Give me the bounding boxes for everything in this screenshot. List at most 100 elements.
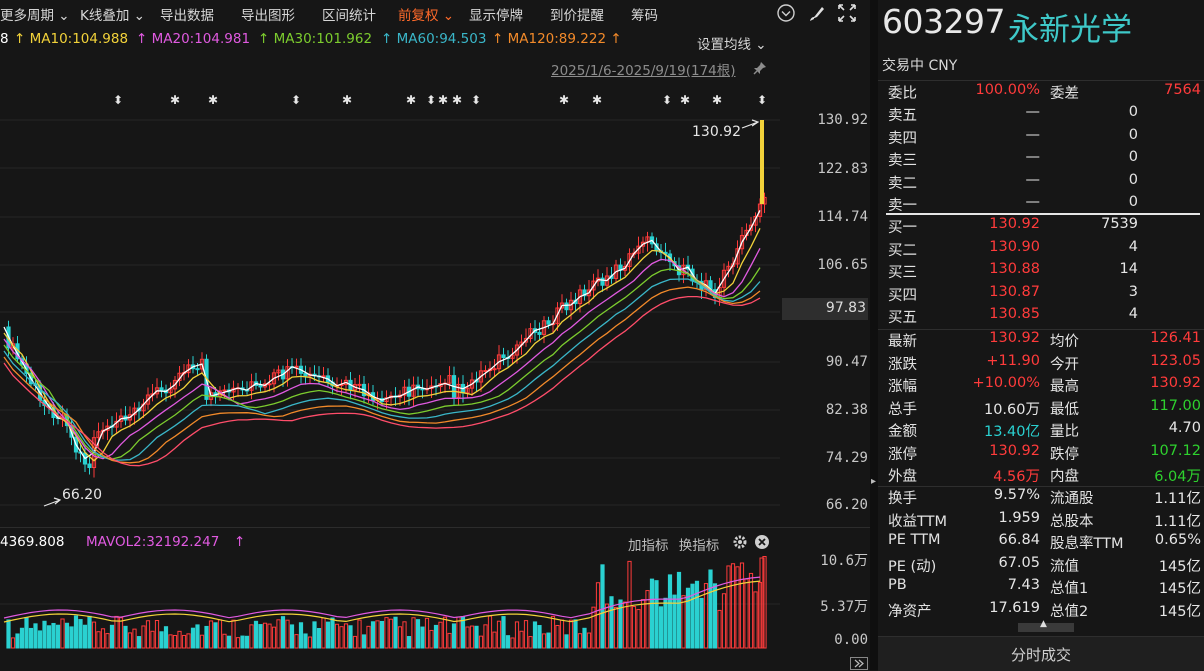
brush-icon[interactable] xyxy=(806,2,828,24)
volume-bar xyxy=(141,625,146,649)
volume-bar xyxy=(330,617,335,649)
volume-bar xyxy=(424,617,430,649)
fullscreen-icon[interactable] xyxy=(836,2,858,24)
volume-bar xyxy=(690,583,695,649)
candle-body xyxy=(748,224,754,231)
toolbar-kline-overlay[interactable]: K线叠加 ⌄ xyxy=(80,8,145,24)
close-icon[interactable] xyxy=(754,534,770,550)
candle-body xyxy=(402,386,407,396)
date-range-label[interactable]: 2025/1/6-2025/9/19(174根) xyxy=(551,63,736,79)
stat-row-k1: 外盘 xyxy=(888,469,917,485)
fund-row: PE (动) 67.05 流值 145亿 xyxy=(878,555,1204,577)
candle-body xyxy=(465,387,470,394)
volume-bar xyxy=(195,624,200,649)
fund-row-v2: 0.65% xyxy=(1154,532,1201,548)
volume-bar xyxy=(699,597,704,649)
stat-row-k2: 均价 xyxy=(1050,334,1079,350)
ask-row-v1: — xyxy=(1025,104,1041,120)
ask-row: 卖五 — 0 xyxy=(878,104,1204,126)
volume-bar xyxy=(87,615,92,649)
volume-bar xyxy=(217,619,223,649)
candle-body xyxy=(582,289,587,297)
event-marker: ✱ xyxy=(342,93,352,107)
event-marker: ✱ xyxy=(559,93,569,107)
panel-splitter[interactable] xyxy=(870,0,878,670)
toolbar-show-suspension[interactable]: 显示停牌 xyxy=(469,8,523,24)
toolbar-more-periods[interactable]: 更多周期 ⌄ xyxy=(0,8,70,24)
event-marker: ⬍ xyxy=(757,93,767,107)
volume-bar xyxy=(447,632,452,649)
toolbar-export-graph[interactable]: 导出图形 xyxy=(241,8,295,24)
volume-chart[interactable] xyxy=(0,530,780,670)
volume-bar xyxy=(483,624,488,649)
collapse-right-icon[interactable]: ▸ xyxy=(871,476,877,487)
ma-line xyxy=(3,286,761,464)
stat-row-k2: 跌停 xyxy=(1050,446,1079,463)
toolbar-chips[interactable]: 筹码 xyxy=(631,8,658,24)
collapse-toggle[interactable]: ▲ xyxy=(1018,619,1074,632)
volume-bar xyxy=(240,635,245,649)
toolbar-export-data[interactable]: 导出数据 xyxy=(160,8,214,24)
event-marker: ✱ xyxy=(712,93,722,107)
volume-bar xyxy=(321,617,326,649)
toolbar-price-alert[interactable]: 到价提醒 xyxy=(550,8,604,24)
add-indicator-button[interactable]: 加指标 xyxy=(628,538,669,554)
volume-bar xyxy=(685,587,691,649)
stat-row-k1: 涨跌 xyxy=(888,356,917,373)
scroll-right-icon[interactable] xyxy=(850,657,868,670)
volume-bar xyxy=(357,619,362,649)
volume-bar xyxy=(496,620,502,649)
candle-body xyxy=(159,387,164,391)
candle-body xyxy=(357,383,362,386)
ma5-value: 8 xyxy=(0,31,9,47)
volume-tick: 10.6万 xyxy=(820,553,868,569)
candle-body xyxy=(546,320,551,325)
ma-settings-button[interactable]: 设置均线 ⌄ xyxy=(697,37,767,53)
stat-row-v2: 117.00 xyxy=(1150,397,1201,414)
gear-icon[interactable] xyxy=(732,534,748,550)
price-tick: 90.47 xyxy=(825,354,868,370)
candle-body xyxy=(195,368,200,371)
bid-row: 买二 130.90 4 xyxy=(878,239,1204,261)
volume-bar xyxy=(6,619,11,649)
volume-bar xyxy=(726,565,731,649)
low-annotation: 66.20 xyxy=(62,487,103,503)
event-marker: ✱ xyxy=(680,93,690,107)
volume-bar xyxy=(442,616,448,649)
fund-row-v1: 66.84 xyxy=(998,532,1040,548)
ask-row-k1: 卖一 xyxy=(888,198,917,214)
ask-row: 卖二 — 0 xyxy=(878,172,1204,194)
stat-row-v2: 107.12 xyxy=(1150,442,1201,459)
toolbar-forward-adjust[interactable]: 前复权 ⌄ xyxy=(398,8,455,24)
tick-trades-button[interactable]: 分时成交 xyxy=(878,636,1204,671)
chevron-circle-icon[interactable] xyxy=(775,2,797,24)
fund-row-v1: 67.05 xyxy=(998,554,1040,571)
ma120-value: ↑ MA120:89.222 ↑ xyxy=(492,31,622,47)
volume-bar xyxy=(334,623,340,649)
high-annotation: 130.92 xyxy=(692,124,741,140)
high-arrow xyxy=(741,119,760,129)
ask-row-v2: 0 xyxy=(1128,104,1138,120)
pin-icon[interactable] xyxy=(752,60,768,76)
volume-bar xyxy=(469,625,475,649)
event-marker: ⬍ xyxy=(113,93,123,107)
bid-row-k1: 买一 xyxy=(888,220,917,236)
candle-body xyxy=(760,120,764,204)
vol-ma1-value: 4369.808 xyxy=(0,534,65,550)
volume-bar xyxy=(159,631,164,649)
toolbar-range-stats[interactable]: 区间统计 xyxy=(322,8,376,24)
change-indicator-button[interactable]: 换指标 xyxy=(678,538,720,554)
volume-bar xyxy=(492,631,497,649)
volume-bar xyxy=(244,635,250,649)
bid-row-v2: 3 xyxy=(1128,283,1138,300)
vol-arrow: ↑ xyxy=(234,534,246,550)
ma60-value: ↑ MA60:94.503 xyxy=(381,31,487,47)
volume-bar xyxy=(384,617,389,649)
volume-ma-line xyxy=(3,580,761,623)
candle-body xyxy=(145,394,151,405)
chart-toolbar: 更多周期 ⌄ K线叠加 ⌄ 导出数据 导出图形 区间统计 前复权 ⌄ 显示停牌 … xyxy=(0,0,870,26)
kline-chart[interactable]: ⬍ ✱ ✱ ⬍ ✱ ✱ ⬍ ✱ ✱ ⬍ ✱ ✱ ⬍ ✱ ✱ ⬍ xyxy=(0,84,780,524)
volume-bar xyxy=(343,623,349,649)
price-tick: 66.20 xyxy=(825,497,868,513)
stat-row-k1: 金额 xyxy=(888,424,917,440)
